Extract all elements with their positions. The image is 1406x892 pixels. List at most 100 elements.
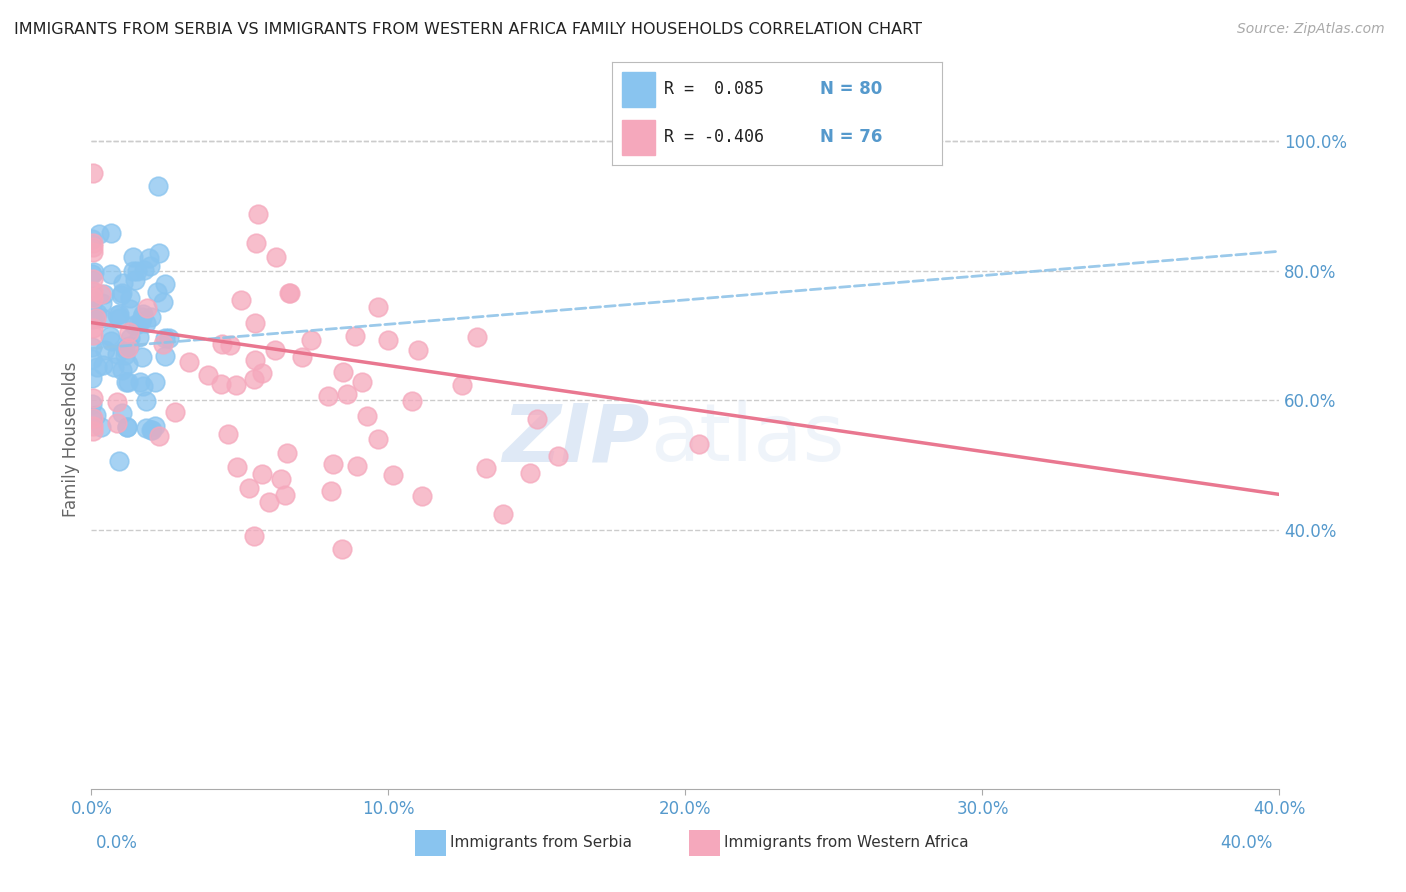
Point <box>316 389 339 403</box>
Point <box>115 420 138 434</box>
Text: 40.0%: 40.0% <box>1220 834 1272 852</box>
Point <box>211 336 233 351</box>
Point <box>82 287 104 301</box>
Point <box>356 409 378 423</box>
Text: ZIP: ZIP <box>502 401 650 478</box>
Point <box>120 291 142 305</box>
Text: Source: ZipAtlas.com: Source: ZipAtlas.com <box>1237 22 1385 37</box>
Point <box>132 307 155 321</box>
Point <box>451 378 474 392</box>
Point <box>688 437 710 451</box>
Point <box>475 460 498 475</box>
Point <box>108 454 131 468</box>
Text: N = 80: N = 80 <box>820 80 882 98</box>
Point <box>155 277 177 291</box>
Point <box>153 350 176 364</box>
Point <box>118 331 141 345</box>
Point <box>246 207 269 221</box>
Point <box>138 251 160 265</box>
Point <box>103 360 125 375</box>
Point <box>114 342 136 356</box>
Point <box>112 276 135 290</box>
Point <box>82 419 104 434</box>
Point <box>93 286 115 301</box>
Point <box>250 467 273 482</box>
Point <box>291 350 314 364</box>
Point <box>401 393 423 408</box>
Point <box>135 421 157 435</box>
Text: Immigrants from Serbia: Immigrants from Serbia <box>450 836 631 850</box>
Point <box>82 397 104 411</box>
Point <box>117 375 139 389</box>
Point <box>547 449 569 463</box>
Point <box>526 412 548 426</box>
Point <box>124 273 146 287</box>
Point <box>465 330 488 344</box>
Point <box>367 301 389 315</box>
Point <box>143 418 166 433</box>
Text: 0.0%: 0.0% <box>96 834 138 852</box>
Point <box>89 227 111 242</box>
Point <box>114 348 136 362</box>
Point <box>82 267 104 281</box>
Point <box>86 359 108 374</box>
Point <box>146 178 169 193</box>
Point <box>148 429 170 443</box>
Point <box>82 327 104 342</box>
Point <box>90 296 112 310</box>
Point <box>105 395 128 409</box>
Point <box>82 232 104 246</box>
Point <box>122 318 145 332</box>
Point <box>105 346 128 360</box>
Point <box>245 236 267 251</box>
Point <box>121 251 143 265</box>
Point <box>367 432 389 446</box>
Point <box>118 326 141 340</box>
Point <box>135 301 157 315</box>
Point <box>100 334 122 349</box>
Point <box>319 483 342 498</box>
Point <box>114 375 136 389</box>
Point <box>117 357 139 371</box>
Point <box>82 352 104 367</box>
Point <box>330 541 353 556</box>
Text: R =  0.085: R = 0.085 <box>665 80 765 98</box>
Text: Immigrants from Western Africa: Immigrants from Western Africa <box>724 836 969 850</box>
Point <box>270 472 292 486</box>
Point <box>90 311 112 326</box>
Point <box>86 408 108 422</box>
Point <box>243 352 266 367</box>
Point <box>82 410 104 425</box>
Point <box>129 313 152 327</box>
Point <box>242 372 264 386</box>
Point <box>100 226 122 240</box>
Point <box>264 250 287 264</box>
Point <box>93 358 115 372</box>
Point <box>243 529 266 543</box>
Point <box>135 316 157 330</box>
Point <box>82 284 104 298</box>
Point <box>118 339 141 353</box>
Point <box>250 366 273 380</box>
Point <box>82 371 104 385</box>
Point <box>84 310 107 325</box>
Point <box>82 424 104 438</box>
Point <box>111 362 134 376</box>
Point <box>94 343 117 358</box>
Point <box>118 302 141 317</box>
Bar <box>621 71 655 106</box>
Point <box>125 264 148 278</box>
Point <box>264 343 287 358</box>
Point <box>82 391 104 405</box>
Point <box>117 341 139 355</box>
Point <box>139 259 162 273</box>
Point <box>217 427 239 442</box>
Point <box>382 467 405 482</box>
Point <box>278 286 301 301</box>
Point <box>143 375 166 389</box>
Point <box>128 330 150 344</box>
Point <box>83 265 105 279</box>
Point <box>346 459 368 474</box>
Point <box>377 333 399 347</box>
Point <box>492 507 515 521</box>
